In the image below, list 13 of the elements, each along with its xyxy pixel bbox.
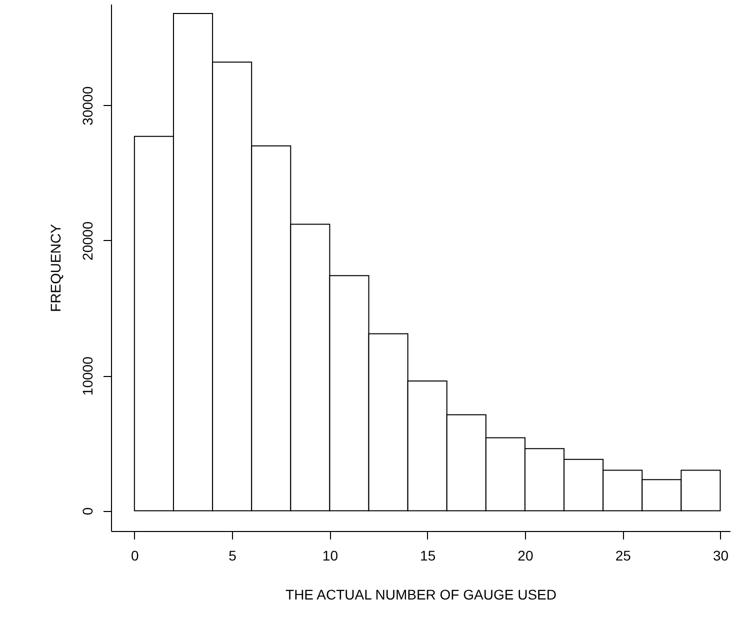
x-tick-label: 30 xyxy=(712,548,729,564)
x-tick-label: 0 xyxy=(131,548,140,564)
y-axis-title: FREQUENCY xyxy=(48,223,64,312)
x-tick-label: 25 xyxy=(615,548,632,564)
y-tick-label: 30000 xyxy=(80,86,96,126)
x-tick-label: 5 xyxy=(228,548,237,564)
y-tick-label: 10000 xyxy=(80,356,96,396)
x-axis-title: THE ACTUAL NUMBER OF GAUGE USED xyxy=(286,586,556,602)
x-tick-label: 10 xyxy=(322,548,338,564)
y-tick-label: 0 xyxy=(80,507,96,516)
x-tick-label: 15 xyxy=(420,548,436,564)
x-tick-label: 20 xyxy=(518,548,534,564)
y-tick-label: 20000 xyxy=(80,221,96,260)
